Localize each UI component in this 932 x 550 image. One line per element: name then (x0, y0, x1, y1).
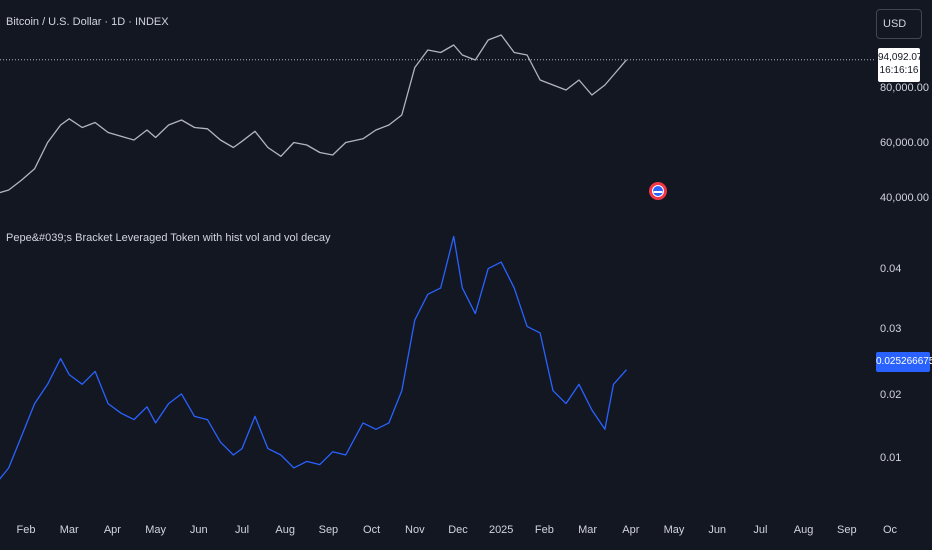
time-axis-label: Jun (189, 524, 208, 536)
indicator-axis-label: 0.03 (880, 323, 902, 335)
time-axis-label: Apr (103, 524, 121, 536)
price-axis-label: 40,000.00 (880, 192, 929, 204)
time-axis-label: May (663, 524, 685, 536)
time-axis-label: Oc (882, 524, 898, 536)
time-axis-label: Feb (534, 524, 554, 536)
time-axis-label: Mar (59, 524, 79, 536)
time-axis-label: 2025 (488, 524, 514, 536)
time-axis-label: Aug (793, 524, 814, 536)
indicator-current-value: 0.0252666756 (876, 352, 932, 372)
last-price-tag: 94,092.07 16:16:16 (878, 48, 923, 82)
time-axis-label: Sep (837, 524, 857, 536)
time-axis-label: Jul (234, 524, 250, 536)
time-axis-label: Oct (363, 524, 381, 536)
price-axis-label: 60,000.00 (880, 137, 929, 149)
indicator-title: Pepe&#039;s Bracket Leveraged Token with… (6, 232, 331, 244)
indicator-axis-label: 0.01 (880, 452, 902, 464)
us-flag-event-icon[interactable] (649, 182, 667, 200)
time-axis-label: Aug (275, 524, 295, 536)
time-axis-label: Feb (16, 524, 36, 536)
bar-countdown: 16:16:16 (879, 65, 919, 76)
indicator-axis-label: 0.02 (880, 389, 902, 401)
currency-selector[interactable]: USD (876, 9, 922, 39)
time-axis-label: Sep (318, 524, 339, 536)
last-price: 94,092.07 (878, 52, 923, 63)
indicator-line (0, 235, 627, 480)
price-axis-label: 80,000.00 (880, 82, 929, 94)
chart-title: Bitcoin / U.S. Dollar · 1D · INDEX (6, 16, 169, 28)
time-axis-label: Jun (708, 524, 727, 536)
time-axis-label: Jul (753, 524, 768, 536)
time-axis-label: Nov (405, 524, 425, 536)
btc-price-line (0, 34, 627, 194)
time-axis-label: Mar (578, 524, 598, 536)
time-axis-label: Apr (622, 524, 640, 536)
indicator-axis-label: 0.04 (880, 263, 902, 275)
time-axis-label: Dec (448, 524, 468, 536)
time-axis-label: May (145, 524, 166, 536)
